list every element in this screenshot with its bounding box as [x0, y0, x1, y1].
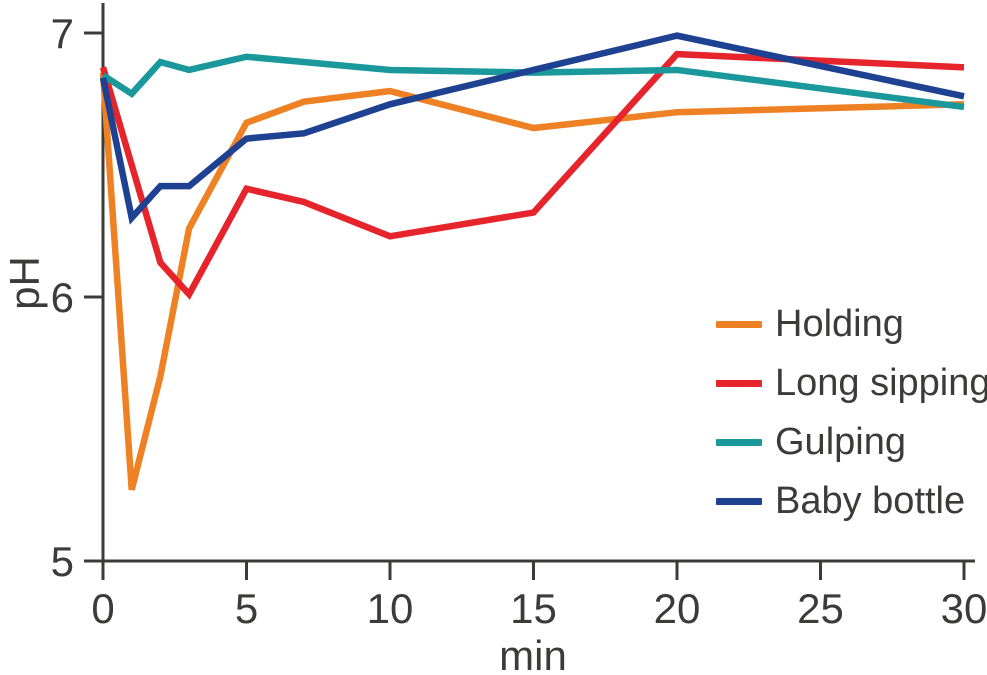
x-tick-label-15: 15 — [510, 585, 557, 632]
line-long-sipping — [99, 50, 965, 300]
x-tick-label-5: 5 — [235, 585, 258, 632]
legend-item-baby-bottle: Baby bottle — [716, 481, 987, 521]
y-tick-label-5: 5 — [51, 538, 74, 585]
legend-swatch-baby-bottle — [716, 497, 762, 505]
line-gulping — [101, 53, 965, 111]
line-holding — [99, 72, 965, 491]
legend-item-long-sipping: Long sipping — [716, 363, 987, 403]
legend-swatch-holding — [716, 320, 762, 328]
legend-item-holding: Holding — [716, 304, 987, 344]
x-tick-label-10: 10 — [367, 585, 414, 632]
y-tick-label-7: 7 — [51, 10, 74, 57]
legend-label-holding: Holding — [775, 303, 904, 345]
series-layer — [99, 32, 965, 491]
line-baby-bottle — [99, 32, 965, 225]
legend-label-baby-bottle: Baby bottle — [775, 480, 966, 522]
y-axis-title: pH — [1, 256, 48, 310]
x-axis-title: min — [499, 632, 567, 675]
x-tick-label-0: 0 — [91, 585, 114, 632]
x-tick-label-20: 20 — [654, 585, 701, 632]
y-tick-label-6: 6 — [51, 274, 74, 321]
legend-label-long-sipping: Long sipping — [775, 362, 987, 404]
legend-swatch-gulping — [716, 438, 762, 446]
legend-item-gulping: Gulping — [716, 422, 987, 462]
legend-label-gulping: Gulping — [775, 421, 906, 463]
legend-swatch-long-sipping — [716, 379, 762, 387]
x-tick-label-30: 30 — [941, 585, 987, 632]
legend: Holding Long sipping Gulping Baby bottle — [716, 304, 987, 540]
x-tick-label-25: 25 — [797, 585, 844, 632]
